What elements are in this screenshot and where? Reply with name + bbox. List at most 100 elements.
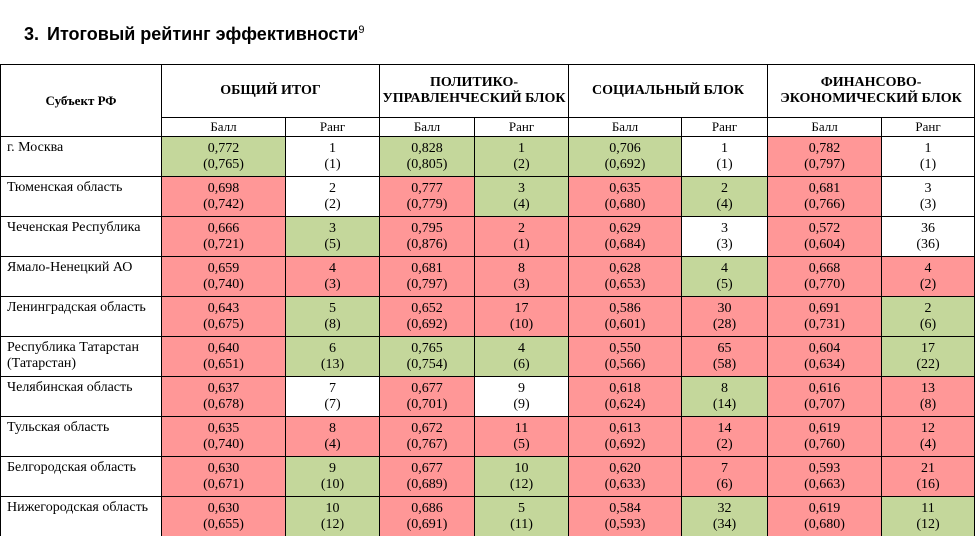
rank-cell: 2(4) [682,177,768,217]
current-value: 0,681 [380,261,474,277]
current-value: 5 [286,301,379,317]
previous-value: (5) [682,277,767,293]
previous-value: (0,797) [380,277,474,293]
current-value: 13 [882,381,974,397]
current-value: 2 [682,181,767,197]
current-value: 0,782 [768,141,881,157]
current-value: 7 [286,381,379,397]
previous-value: (4) [682,197,767,213]
group-header-social: СОЦИАЛЬНЫЙ БЛОК [569,65,768,118]
rank-cell: 3(3) [682,217,768,257]
current-value: 0,618 [569,381,681,397]
current-value: 0,584 [569,501,681,517]
previous-value: (3) [475,277,568,293]
rank-cell: 8(3) [475,257,569,297]
rank-cell: 9(9) [475,377,569,417]
current-value: 0,828 [380,141,474,157]
current-value: 1 [475,141,568,157]
rank-cell: 13(8) [882,377,975,417]
current-value: 0,550 [569,341,681,357]
current-value: 1 [682,141,767,157]
footnote-marker: 9 [358,24,364,36]
previous-value: (0,876) [380,237,474,253]
current-value: 4 [682,261,767,277]
current-value: 17 [475,301,568,317]
previous-value: (0,805) [380,157,474,173]
rank-cell: 14(2) [682,417,768,457]
previous-value: (0,593) [569,517,681,533]
previous-value: (0,779) [380,197,474,213]
previous-value: (0,797) [768,157,881,173]
previous-value: (0,767) [380,437,474,453]
current-value: 0,681 [768,181,881,197]
score-cell: 0,765(0,754) [380,337,475,377]
current-value: 4 [475,341,568,357]
current-value: 2 [286,181,379,197]
score-cell: 0,635(0,740) [162,417,286,457]
score-cell: 0,593(0,663) [768,457,882,497]
current-value: 0,672 [380,421,474,437]
current-value: 0,586 [569,301,681,317]
current-value: 8 [286,421,379,437]
previous-value: (1) [286,157,379,173]
current-value: 2 [475,221,568,237]
rank-cell: 4(6) [475,337,569,377]
region-name: Ямало-Ненецкий АО [1,257,162,297]
rank-cell: 4(5) [682,257,768,297]
region-name: Тульская область [1,417,162,457]
current-value: 0,706 [569,141,681,157]
previous-value: (0,624) [569,397,681,413]
current-value: 3 [682,221,767,237]
current-value: 3 [475,181,568,197]
score-cell: 0,618(0,624) [569,377,682,417]
current-value: 21 [882,461,974,477]
current-value: 0,637 [162,381,285,397]
rank-cell: 36(36) [882,217,975,257]
previous-value: (4) [286,437,379,453]
previous-value: (22) [882,357,974,373]
rank-cell: 2(6) [882,297,975,337]
region-name: Челябинская область [1,377,162,417]
current-value: 0,686 [380,501,474,517]
rank-subheader: Ранг [882,118,975,137]
current-value: 0,593 [768,461,881,477]
score-cell: 0,643(0,675) [162,297,286,337]
previous-value: (9) [475,397,568,413]
subject-column-header: Субъект РФ [1,65,162,137]
current-value: 10 [286,501,379,517]
current-value: 0,619 [768,421,881,437]
previous-value: (2) [682,437,767,453]
score-cell: 0,795(0,876) [380,217,475,257]
previous-value: (36) [882,237,974,253]
previous-value: (11) [475,517,568,533]
current-value: 0,630 [162,501,285,517]
rank-cell: 30(28) [682,297,768,337]
rank-cell: 11(5) [475,417,569,457]
previous-value: (16) [882,477,974,493]
previous-value: (7) [286,397,379,413]
rank-cell: 17(22) [882,337,975,377]
previous-value: (0,680) [768,517,881,533]
current-value: 0,616 [768,381,881,397]
score-cell: 0,666(0,721) [162,217,286,257]
score-subheader: Балл [162,118,286,137]
current-value: 3 [882,181,974,197]
section-heading: 3.Итоговый рейтинг эффективности9 [24,24,364,45]
current-value: 32 [682,501,767,517]
current-value: 0,765 [380,341,474,357]
rank-cell: 12(4) [882,417,975,457]
group-header-political: ПОЛИТИКО-УПРАВЛЕНЧЕСКИЙ БЛОК [380,65,569,118]
current-value: 17 [882,341,974,357]
rank-cell: 5(11) [475,497,569,536]
previous-value: (10) [286,477,379,493]
rank-cell: 1(2) [475,137,569,177]
score-subheader: Балл [569,118,682,137]
rating-table: Субъект РФ ОБЩИЙ ИТОГ ПОЛИТИКО-УПРАВЛЕНЧ… [0,64,975,536]
rank-subheader: Ранг [475,118,569,137]
previous-value: (3) [882,197,974,213]
previous-value: (2) [882,277,974,293]
current-value: 11 [882,501,974,517]
current-value: 0,629 [569,221,681,237]
score-cell: 0,629(0,684) [569,217,682,257]
previous-value: (0,760) [768,437,881,453]
